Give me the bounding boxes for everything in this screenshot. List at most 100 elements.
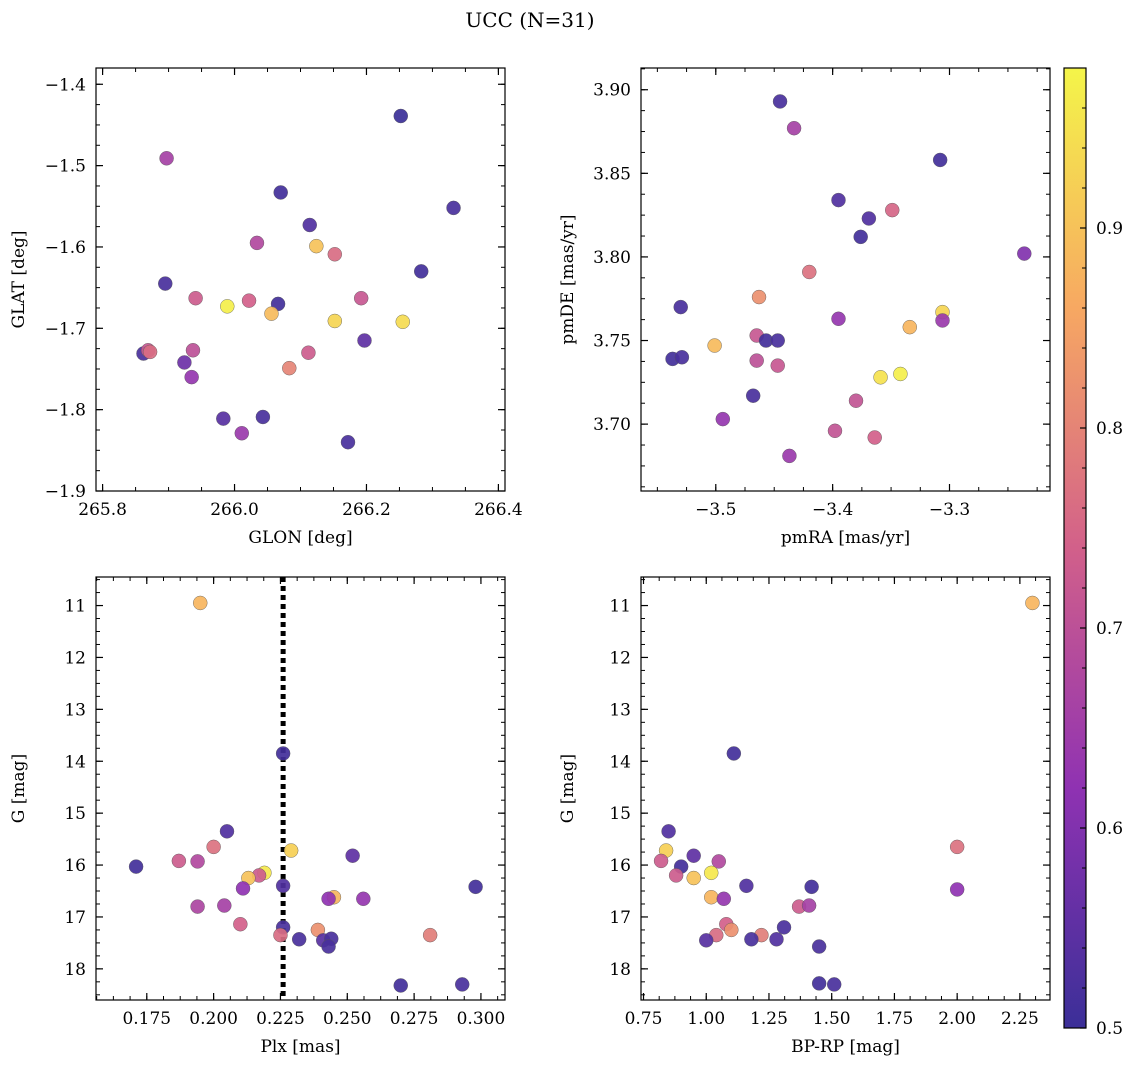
scatter-point xyxy=(707,338,722,353)
scatter-point xyxy=(704,890,719,905)
x-tick-label: 1.50 xyxy=(813,1009,851,1029)
scatter-point xyxy=(291,932,307,947)
scatter-point xyxy=(282,360,297,376)
plot-frame xyxy=(95,576,506,1001)
x-tick-label: 0.225 xyxy=(256,1009,305,1029)
scatter-point xyxy=(188,291,203,306)
y-tick-label: 3.75 xyxy=(593,332,631,352)
scatter-point xyxy=(674,350,690,365)
scatter-point xyxy=(749,353,764,368)
y-tick-label: −1.6 xyxy=(45,238,86,258)
x-tick-label: −3.5 xyxy=(695,500,736,520)
y-tick-label: 3.90 xyxy=(593,81,631,101)
y-tick-label: 14 xyxy=(609,752,631,772)
y-tick-label: 11 xyxy=(609,597,631,617)
scatter-point xyxy=(668,868,684,883)
x-tick-label: −3.4 xyxy=(812,500,853,520)
scatter-point xyxy=(321,939,336,954)
scatter-point xyxy=(193,595,208,611)
scatter-point xyxy=(345,848,360,863)
y-axis-label: G [mag] xyxy=(558,754,578,823)
scatter-point xyxy=(190,899,205,914)
colorbar-tick-label: 0.6 xyxy=(1096,819,1123,839)
y-tick-label: 13 xyxy=(609,700,631,720)
scatter-point xyxy=(811,976,827,991)
y-tick-label: 16 xyxy=(609,856,631,876)
x-axis-label: Plx [mas] xyxy=(260,1037,340,1057)
x-tick-label: 2.25 xyxy=(1001,1009,1039,1029)
scatter-point xyxy=(827,423,843,439)
x-axis-label: GLON [deg] xyxy=(248,528,352,548)
scatter-point xyxy=(831,311,846,326)
scatter-point xyxy=(715,411,730,427)
y-tick-label: 12 xyxy=(64,648,86,668)
scatter-point xyxy=(302,217,317,233)
scatter-point xyxy=(1017,246,1032,261)
plot-frame xyxy=(95,67,506,492)
scatter-point xyxy=(219,824,235,839)
figure-title: UCC (N=31) xyxy=(465,8,594,32)
colorbar-tick-label: 0.8 xyxy=(1096,419,1123,439)
scatter-point xyxy=(711,854,726,869)
scatter-point xyxy=(751,289,767,305)
scatter-point xyxy=(184,369,199,385)
y-tick-label: 11 xyxy=(64,597,86,617)
y-tick-label: 16 xyxy=(64,856,86,876)
scatter-point xyxy=(686,848,701,863)
panel-plx-g: 0.175 0.200 0.225 0.250 0.275 0.300 11 12 13 14 15… xyxy=(9,576,506,1057)
scatter-point xyxy=(770,333,785,348)
scatter-point xyxy=(726,746,742,761)
colorbar: 0.5 0.6 0.7 0.8 0.9 xyxy=(1063,67,1123,1039)
scatter-point xyxy=(653,853,669,869)
scatter-point xyxy=(827,977,842,992)
scatter-point xyxy=(235,881,251,896)
y-tick-label: 18 xyxy=(609,960,631,980)
colorbar-tick-label: 0.7 xyxy=(1096,619,1123,639)
scatter-point xyxy=(233,917,248,932)
scatter-point xyxy=(234,426,249,441)
x-tick-label: 0.75 xyxy=(625,1009,663,1029)
scatter-point xyxy=(716,891,732,906)
scatter-point xyxy=(142,344,158,360)
x-tick-label: 266.0 xyxy=(210,500,259,520)
x-tick-label: 266.2 xyxy=(342,500,391,520)
x-tick-label: −3.3 xyxy=(929,500,970,520)
scatter-point xyxy=(327,313,343,329)
x-tick-label: 266.4 xyxy=(474,500,523,520)
scatter-point xyxy=(217,898,232,913)
scatter-point xyxy=(340,434,356,450)
x-tick-label: 265.8 xyxy=(78,500,127,520)
panel-pmra-pmde: −3.5 −3.4 −3.3 3.70 3.75 3.80 3.85 3.90 pmRA [ma… xyxy=(558,67,1051,548)
scatter-point xyxy=(935,313,950,328)
scatter-point xyxy=(446,200,461,216)
scatter-point xyxy=(661,824,676,839)
scatter-point xyxy=(422,927,438,943)
scatter-point xyxy=(853,229,868,245)
panel-glon-glat: 265.8 266.0 266.2 266.4 −1.9 −1.8 −1.7 −1.6 −1.5… xyxy=(9,67,523,548)
colorbar-tick-label: 0.9 xyxy=(1096,219,1123,239)
scatter-point xyxy=(949,882,965,897)
scatter-point xyxy=(327,247,343,262)
scatter-point xyxy=(867,430,882,445)
scatter-point xyxy=(393,978,408,993)
y-tick-label: −1.8 xyxy=(45,401,86,421)
y-axis-label: G [mag] xyxy=(9,754,29,823)
scatter-point xyxy=(159,151,174,166)
y-tick-label: −1.7 xyxy=(45,319,86,339)
y-tick-label: 17 xyxy=(609,908,631,928)
x-tick-label: 2.00 xyxy=(938,1009,976,1029)
scatter-point xyxy=(283,843,299,858)
x-tick-label: 1.00 xyxy=(687,1009,725,1029)
scatter-point xyxy=(264,306,279,321)
scatter-point xyxy=(769,932,784,947)
scatter-point xyxy=(309,238,324,254)
scatter-point xyxy=(673,299,688,315)
scatter-point xyxy=(831,192,846,208)
scatter-point xyxy=(704,865,719,881)
scatter-point xyxy=(206,839,221,855)
scatter-point xyxy=(802,264,817,280)
scatter-point xyxy=(724,922,739,938)
scatter-point xyxy=(273,927,288,943)
scatter-point xyxy=(873,370,888,385)
